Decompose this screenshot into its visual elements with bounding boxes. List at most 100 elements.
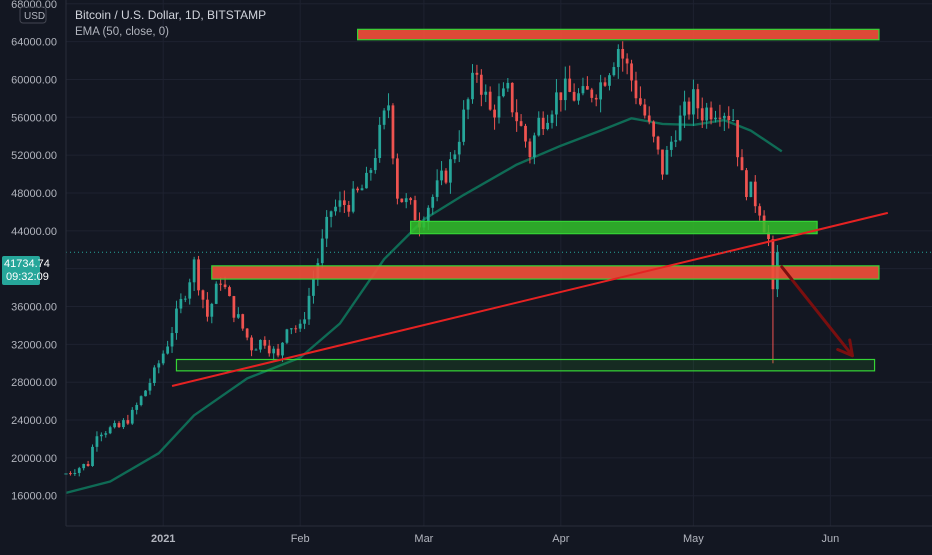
- x-tick-label: Apr: [552, 533, 569, 545]
- candle-body: [126, 420, 130, 424]
- candle-body: [661, 149, 664, 175]
- y-tick-label: 56000.00: [11, 112, 57, 124]
- projection-arrow[interactable]: [780, 265, 854, 358]
- candle-body: [714, 117, 717, 120]
- candle-body: [99, 434, 103, 437]
- candle-body: [413, 200, 417, 221]
- candle-body: [603, 82, 607, 86]
- candle-body: [740, 157, 744, 171]
- candle-body: [281, 342, 284, 356]
- candle-body: [409, 198, 413, 201]
- candle-body: [616, 48, 620, 68]
- projection-line: [780, 265, 854, 358]
- candle-body: [630, 63, 633, 81]
- y-tick-label: 64000.00: [11, 37, 57, 49]
- candle-body: [568, 78, 572, 92]
- candle-body: [546, 122, 549, 130]
- candle-body: [113, 423, 116, 428]
- candle-body: [334, 206, 337, 212]
- candle-body: [206, 299, 209, 317]
- trendline-series: [171, 211, 889, 387]
- candle-body: [166, 346, 169, 354]
- candle-body: [223, 284, 227, 288]
- candle-body: [524, 125, 527, 142]
- candle-body: [192, 259, 196, 283]
- candle-body: [179, 298, 183, 309]
- y-tick-label: 48000.00: [11, 188, 57, 200]
- candle-body: [228, 287, 231, 297]
- candle-body: [183, 298, 187, 300]
- candle-body: [767, 232, 770, 239]
- candle-body: [563, 78, 567, 101]
- candle-body: [369, 170, 373, 173]
- candle-body: [647, 115, 651, 122]
- candle-body: [338, 200, 342, 207]
- x-tick-label: 2021: [151, 533, 175, 545]
- candle-body: [731, 120, 735, 122]
- candle-body: [692, 89, 695, 115]
- candle-body: [444, 170, 448, 183]
- candle-body: [510, 82, 514, 113]
- candle-body: [69, 473, 72, 475]
- candle-body: [758, 206, 762, 216]
- candle-body: [449, 159, 452, 183]
- y-tick-label: 20000.00: [11, 453, 57, 465]
- candle-body: [289, 328, 293, 330]
- trendline[interactable]: [171, 211, 889, 387]
- candle-body: [497, 96, 501, 118]
- candle-body: [475, 72, 479, 75]
- candle-body: [700, 108, 704, 121]
- currency-label: USD: [24, 11, 45, 22]
- candle-body: [276, 348, 280, 356]
- price-badge-price: 41734.74: [4, 258, 50, 270]
- candle-body: [577, 93, 580, 101]
- x-tick-label: Feb: [291, 533, 310, 545]
- candle-body: [581, 86, 585, 94]
- y-tick-label: 60000.00: [11, 74, 57, 86]
- candle-body: [440, 170, 443, 181]
- indicator-label[interactable]: EMA (50, close, 0): [75, 26, 169, 38]
- candle-body: [329, 211, 333, 217]
- candle-body: [236, 314, 240, 318]
- candle-body: [294, 328, 298, 330]
- candle-body: [621, 48, 625, 59]
- candle-body: [669, 141, 673, 150]
- candle-body: [197, 259, 200, 291]
- candle-body: [378, 124, 382, 158]
- x-tick-label: Mar: [414, 533, 433, 545]
- candle-body: [307, 295, 311, 320]
- candle-body: [727, 115, 731, 121]
- candle-body: [104, 433, 108, 435]
- currency-box[interactable]: [19, 6, 47, 24]
- candles[interactable]: [64, 41, 779, 477]
- y-tick-label: 32000.00: [11, 339, 57, 351]
- candle-body: [519, 121, 523, 126]
- candle-body: [267, 345, 271, 354]
- candle-body: [528, 141, 532, 158]
- zones[interactable]: [175, 28, 880, 372]
- candle-body: [373, 157, 377, 171]
- candle-body: [95, 436, 99, 447]
- candle-body: [272, 348, 276, 354]
- resistance-zone: [211, 265, 880, 280]
- candle-body: [683, 101, 686, 116]
- candle-body: [117, 423, 121, 428]
- candle-body: [122, 420, 125, 428]
- candle-body: [506, 82, 510, 89]
- candle-body: [391, 105, 395, 159]
- candle-body: [555, 92, 558, 115]
- candle-body: [608, 75, 611, 86]
- candle-body: [219, 283, 223, 285]
- price-badge: 41734.74 09:32:09: [2, 256, 50, 285]
- candle-body: [285, 329, 289, 343]
- candle-body: [705, 107, 709, 121]
- candle-body: [241, 314, 245, 329]
- candle-body: [351, 188, 355, 212]
- candle-body: [652, 121, 656, 137]
- candle-body: [325, 216, 329, 239]
- candle-body: [488, 91, 492, 110]
- candle-body: [656, 136, 660, 150]
- candle-body: [709, 107, 713, 120]
